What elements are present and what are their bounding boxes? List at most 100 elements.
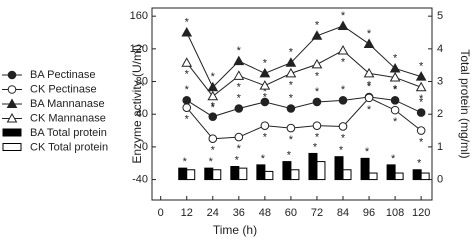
significance-star: *: [235, 154, 240, 166]
significance-star: *: [237, 92, 242, 104]
x-tick-label: 96: [363, 207, 375, 219]
point: [363, 67, 375, 78]
significance-star: *: [261, 153, 266, 165]
bar: [186, 169, 196, 181]
significance-star: *: [339, 145, 344, 157]
y2-tick-label: 2: [437, 108, 443, 120]
x-tick-label: 72: [311, 207, 323, 219]
significance-star: *: [211, 71, 216, 83]
significance-star: *: [183, 156, 188, 168]
point: [259, 80, 271, 90]
significance-star: *: [287, 150, 292, 162]
x-tick-label: 36: [233, 207, 245, 219]
point: [259, 67, 271, 78]
significance-star: *: [185, 69, 190, 81]
point: [260, 97, 270, 107]
significance-star: *: [341, 56, 346, 68]
point: [208, 134, 218, 144]
significance-star: *: [419, 136, 424, 148]
y2-tick-label: 3: [437, 75, 443, 87]
series-line: [186, 96, 422, 118]
point: [363, 38, 375, 48]
bar: [212, 169, 222, 181]
bar: [316, 161, 326, 181]
bar: [360, 157, 370, 181]
significance-star: *: [393, 116, 398, 128]
point: [182, 103, 192, 112]
y-tick-label: -40: [132, 173, 148, 185]
legend-marker: [7, 85, 17, 94]
point: [286, 104, 296, 113]
point: [233, 55, 245, 66]
point: [337, 20, 349, 30]
significance-star: *: [393, 84, 398, 96]
significance-star: *: [211, 145, 216, 157]
significance-star: *: [393, 83, 398, 95]
legend-marker: [2, 128, 22, 137]
significance-star: *: [211, 102, 216, 114]
significance-star: *: [419, 93, 424, 105]
point: [311, 30, 323, 40]
point: [390, 96, 400, 105]
point: [311, 58, 323, 69]
y-tick-label: 120: [130, 43, 148, 55]
significance-star: *: [313, 141, 318, 153]
legend-label: CK Mannanase: [30, 112, 106, 124]
point: [389, 71, 401, 82]
x-tick-label: 120: [412, 207, 430, 219]
legend-label: BA Total protein: [30, 127, 107, 139]
point: [233, 70, 245, 80]
point: [416, 126, 426, 135]
significance-star: *: [393, 52, 398, 64]
x-tick-label: 24: [207, 207, 219, 219]
significance-star: *: [185, 84, 190, 96]
y2-axis-label: Total protein (mg/ml): [458, 49, 472, 158]
point: [207, 90, 219, 101]
series-line: [186, 97, 422, 140]
significance-star: *: [419, 61, 424, 73]
legend-label: CK Pectinase: [30, 83, 97, 95]
significance-star: *: [367, 28, 372, 40]
bar: [308, 152, 318, 181]
point: [181, 57, 193, 67]
point: [338, 96, 348, 105]
bar: [204, 167, 214, 181]
bar: [230, 166, 240, 181]
point: [415, 71, 427, 81]
bar: [368, 172, 378, 181]
significance-star: *: [341, 132, 346, 144]
legend-marker: [6, 98, 18, 108]
x-tick-label: 60: [285, 207, 297, 219]
significance-star: *: [237, 45, 242, 57]
significance-star: *: [263, 86, 268, 98]
y-tick-label: 0: [142, 141, 148, 153]
point: [364, 93, 374, 103]
legend-marker: [6, 112, 18, 123]
bar: [264, 170, 274, 181]
point: [337, 44, 349, 55]
significance-star: *: [341, 84, 346, 96]
significance-star: *: [211, 101, 216, 113]
point: [390, 105, 400, 115]
significance-star: *: [289, 92, 294, 104]
point: [415, 81, 427, 92]
bar: [412, 169, 422, 181]
significance-star: *: [289, 134, 294, 146]
significance-star: *: [417, 158, 422, 170]
point: [234, 132, 244, 142]
point: [234, 104, 244, 113]
bar: [394, 172, 404, 181]
y-tick-label: 160: [130, 10, 148, 22]
significance-star: *: [263, 132, 268, 144]
x-tick-label: 108: [386, 207, 404, 219]
significance-star: *: [367, 81, 372, 93]
point: [285, 67, 297, 78]
series-line: [186, 49, 422, 97]
bar: [420, 172, 430, 181]
significance-star: *: [263, 92, 268, 104]
bar: [334, 156, 344, 181]
y2-tick-label: 5: [437, 10, 443, 22]
bar: [282, 161, 292, 181]
point: [312, 121, 322, 130]
